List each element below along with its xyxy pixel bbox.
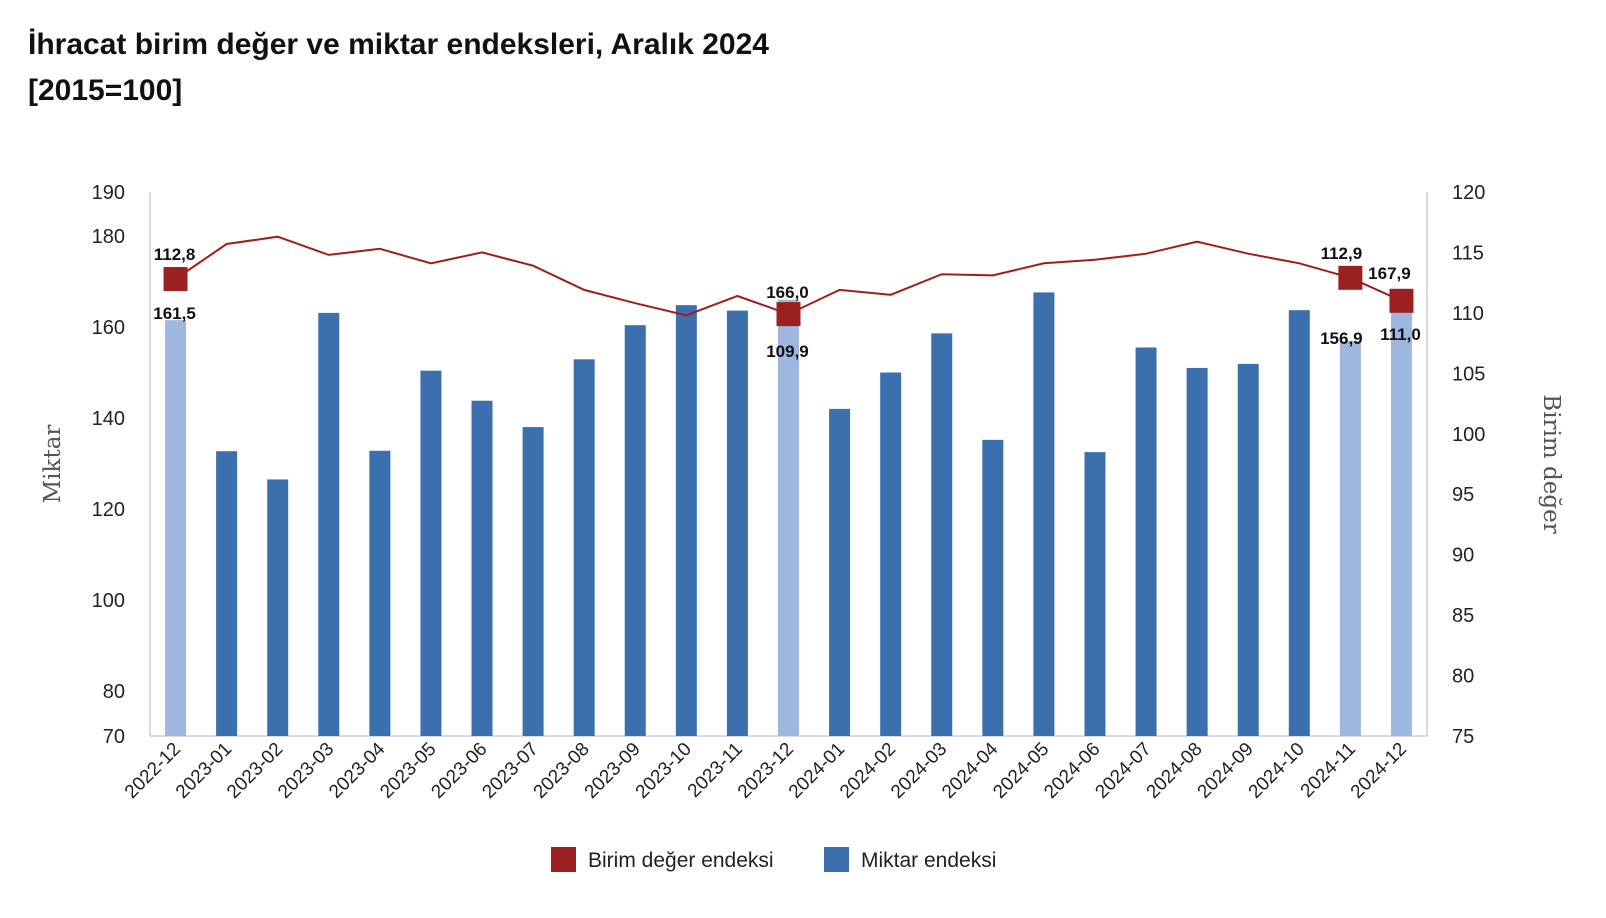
bar-data-label: 161,5 — [153, 304, 196, 323]
left-tick-label: 70 — [103, 726, 125, 748]
line-marker-2022-12 — [163, 267, 188, 292]
x-tick-label: 2023-02 — [223, 739, 287, 803]
x-tick-label: 2024-04 — [938, 738, 1002, 802]
bar-2023-03 — [318, 312, 340, 736]
left-axis-title: Miktar — [40, 425, 66, 504]
legend-label-miktar: Miktar endeksi — [861, 849, 996, 872]
bar-2023-01 — [216, 451, 238, 736]
x-tick-label: 2024-06 — [1040, 739, 1104, 803]
bar-2024-12 — [1390, 291, 1412, 736]
line-marker-2024-11 — [1338, 265, 1363, 290]
bar-2024-09 — [1237, 363, 1259, 736]
bar-2024-01 — [829, 408, 851, 736]
x-tick-label: 2023-06 — [427, 739, 491, 803]
x-tick-label: 2024-07 — [1091, 739, 1155, 803]
bar-2024-04 — [982, 439, 1004, 736]
bar-2023-06 — [471, 400, 493, 736]
left-tick-label: 120 — [92, 499, 125, 521]
bar-2024-07 — [1135, 347, 1157, 736]
legend-swatch-birim-deger — [551, 847, 576, 872]
x-tick-label: 2024-05 — [989, 739, 1053, 803]
x-tick-label: 2023-01 — [172, 739, 236, 803]
bar-2024-10 — [1288, 310, 1310, 736]
line-marker-2024-12 — [1389, 288, 1414, 313]
chart-subtitle: [2015=100] — [28, 74, 183, 107]
left-tick-label: 140 — [92, 408, 125, 430]
bar-2023-10 — [675, 305, 697, 736]
right-tick-label: 120 — [1452, 182, 1485, 204]
x-tick-label: 2024-10 — [1245, 739, 1309, 803]
left-tick-label: 100 — [92, 590, 125, 612]
right-tick-label: 80 — [1452, 666, 1474, 688]
chart-title-block: İhracat birim değer ve miktar endeksleri… — [28, 22, 769, 114]
x-tick-label: 2023-05 — [376, 739, 440, 803]
bar-2023-07 — [522, 427, 544, 736]
left-tick-label: 80 — [103, 681, 125, 703]
x-tick-label: 2023-03 — [274, 739, 338, 803]
x-tick-label: 2024-08 — [1143, 739, 1207, 803]
x-tick-label: 2024-02 — [836, 739, 900, 803]
bar-2022-12 — [165, 320, 187, 736]
bar-data-label: 166,0 — [766, 283, 809, 302]
left-tick-label: 160 — [92, 317, 125, 339]
x-tick-label: 2022-12 — [121, 739, 185, 803]
right-tick-label: 105 — [1452, 363, 1485, 385]
x-tick-label: 2024-09 — [1194, 739, 1258, 803]
line-data-label: 112,8 — [154, 245, 196, 264]
bar-2023-05 — [420, 370, 442, 736]
bar-2024-11 — [1339, 341, 1361, 736]
bar-2024-03 — [931, 333, 953, 736]
bar-data-label: 167,9 — [1368, 264, 1411, 283]
legend-label-birim-deger: Birim değer endeksi — [588, 849, 774, 872]
line-data-label: 111,0 — [1380, 325, 1421, 344]
right-tick-label: 100 — [1452, 424, 1485, 446]
left-tick-label: 180 — [92, 226, 125, 248]
x-tick-label: 2024-03 — [887, 739, 951, 803]
right-tick-label: 110 — [1452, 303, 1484, 325]
line-data-label: 109,9 — [766, 342, 809, 361]
x-tick-label: 2023-08 — [530, 739, 594, 803]
right-tick-label: 115 — [1452, 242, 1484, 264]
legend-swatch-miktar — [824, 847, 849, 872]
right-tick-label: 95 — [1452, 484, 1474, 506]
bar-2024-05 — [1033, 292, 1055, 736]
x-tick-label: 2024-01 — [785, 739, 849, 803]
x-tick-label: 2023-10 — [632, 739, 696, 803]
chart-title: İhracat birim değer ve miktar endeksleri… — [28, 28, 769, 61]
bar-2023-11 — [726, 310, 748, 736]
line-marker-2023-12 — [776, 302, 801, 327]
bar-2023-04 — [369, 450, 391, 736]
bar-2023-02 — [267, 479, 289, 736]
bar-2023-08 — [573, 359, 595, 736]
bar-2024-06 — [1084, 452, 1106, 736]
left-tick-label: 190 — [92, 182, 125, 204]
line-data-label: 112,9 — [1321, 244, 1363, 263]
bar-2024-08 — [1186, 367, 1208, 736]
right-tick-label: 90 — [1452, 545, 1474, 567]
x-tick-label: 2023-09 — [581, 739, 645, 803]
bar-2023-09 — [624, 325, 646, 736]
bar-2024-02 — [880, 372, 902, 736]
right-tick-label: 75 — [1452, 726, 1474, 748]
x-tick-label: 2024-12 — [1347, 739, 1411, 803]
right-tick-label: 85 — [1452, 605, 1474, 627]
bar-data-label: 156,9 — [1320, 329, 1363, 348]
right-axis-title: Birim değer — [1538, 394, 1564, 533]
x-tick-label: 2023-12 — [734, 739, 798, 803]
x-tick-label: 2023-07 — [478, 739, 542, 803]
x-tick-label: 2023-04 — [325, 738, 389, 802]
bar-2023-12 — [778, 299, 799, 736]
